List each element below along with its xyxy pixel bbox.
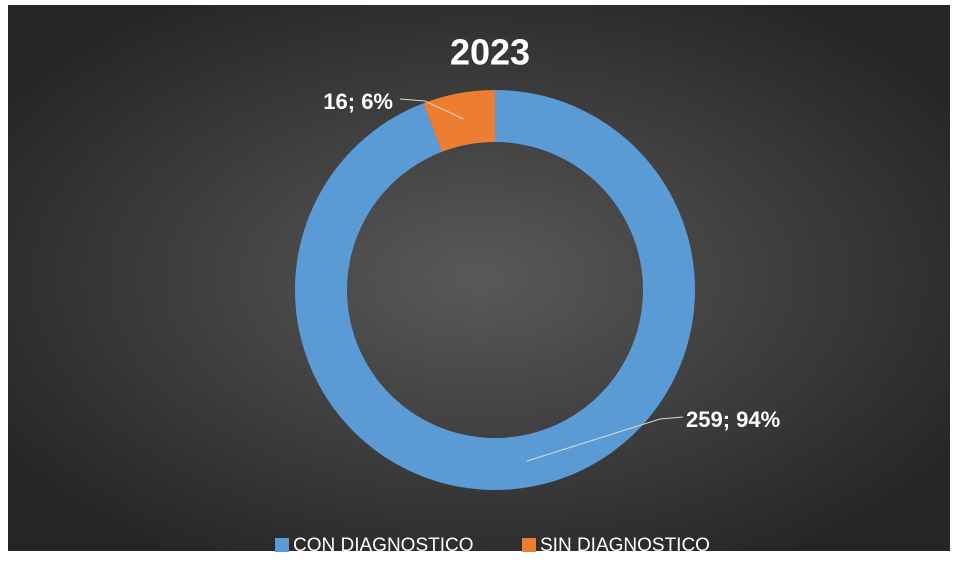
- data-label: 16; 6%: [323, 89, 393, 114]
- donut-slice: [423, 90, 495, 152]
- legend-label: SIN DIAGNOSTICO: [540, 535, 710, 556]
- leader-line: [399, 98, 464, 120]
- data-label: 259; 94%: [686, 407, 780, 432]
- legend-label: CON DIAGNOSTICO: [293, 535, 474, 556]
- legend-swatch: [522, 538, 536, 552]
- leader-line: [526, 416, 684, 462]
- legend-swatch: [275, 538, 289, 552]
- chart-title: 2023: [450, 32, 530, 73]
